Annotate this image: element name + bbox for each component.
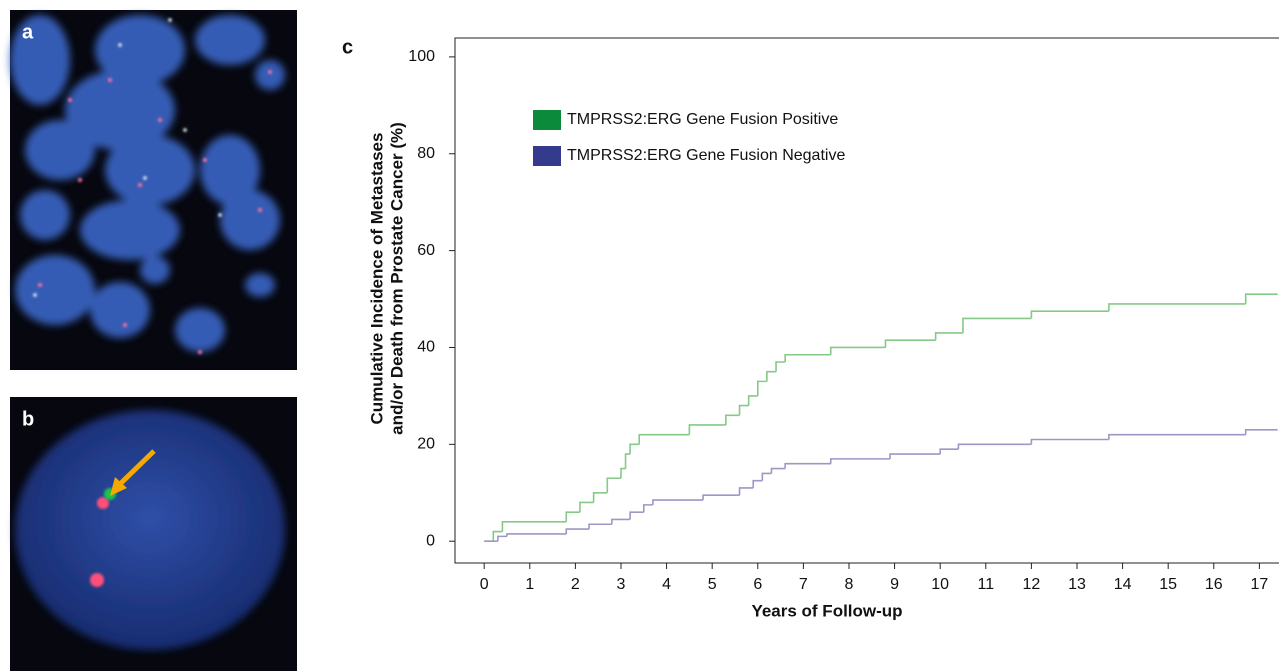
step-line <box>592 491 608 503</box>
step-line <box>756 380 767 396</box>
step-line <box>761 472 772 481</box>
step-line <box>620 467 626 479</box>
step-line <box>747 395 758 406</box>
step-line <box>725 414 740 425</box>
x-tick-label: 14 <box>1114 576 1132 593</box>
step-line <box>738 404 749 416</box>
step-line <box>770 467 786 474</box>
panel-label: c <box>342 36 353 58</box>
step-line <box>957 443 1032 450</box>
step-line <box>629 443 640 455</box>
x-tick-label: 17 <box>1250 576 1268 593</box>
step-line <box>829 346 886 355</box>
x-tick-label: 7 <box>799 576 808 593</box>
x-tick-label: 1 <box>525 576 534 593</box>
x-tick-label: 9 <box>890 576 899 593</box>
step-line <box>624 453 631 469</box>
x-axis-title: Years of Follow-up <box>751 601 902 620</box>
step-line <box>506 533 567 537</box>
axis-frame <box>454 37 1279 564</box>
x-tick-label: 8 <box>845 576 854 593</box>
panel-label: b <box>22 408 34 430</box>
step-line <box>962 317 1032 333</box>
step-line <box>588 523 612 530</box>
x-tick-label: 4 <box>662 576 671 593</box>
step-line <box>934 332 963 341</box>
step-line <box>884 339 936 348</box>
step-line <box>492 530 503 542</box>
step-line <box>629 511 644 520</box>
step-line <box>702 494 740 501</box>
y-tick-label: 100 <box>408 48 435 65</box>
step-line <box>766 370 777 382</box>
x-tick-label: 2 <box>571 576 580 593</box>
step-line <box>497 535 507 542</box>
y-tick-label: 40 <box>417 339 435 356</box>
step-line <box>1244 429 1278 435</box>
x-tick-label: 3 <box>617 576 626 593</box>
y-tick-label: 60 <box>417 242 435 259</box>
step-line <box>738 487 754 496</box>
x-tick-label: 15 <box>1159 576 1177 593</box>
legend-swatch <box>533 110 561 130</box>
y-tick-label: 0 <box>426 532 435 549</box>
x-tick-label: 5 <box>708 576 717 593</box>
step-line <box>642 504 653 513</box>
step-line <box>829 458 891 464</box>
panel-label: a <box>22 21 34 43</box>
y-tick-label: 20 <box>417 436 435 453</box>
x-tick-label: 6 <box>753 576 762 593</box>
step-line <box>1244 293 1278 304</box>
step-line <box>501 521 567 532</box>
step-line <box>565 528 590 534</box>
step-line <box>565 511 580 522</box>
panel-a-image <box>10 10 297 370</box>
step-line <box>752 479 763 488</box>
x-tick-label: 11 <box>977 576 994 593</box>
x-tick-label: 13 <box>1068 576 1086 593</box>
step-line <box>784 353 831 363</box>
x-tick-label: 16 <box>1205 576 1223 593</box>
step-line <box>1030 310 1109 319</box>
step-line <box>1108 433 1246 440</box>
legend-label: TMPRSS2:ERG Gene Fusion Positive <box>567 111 838 128</box>
y-tick-label: 80 <box>417 145 435 162</box>
step-line <box>775 361 786 372</box>
step-line <box>611 518 631 525</box>
step-line <box>889 453 941 459</box>
x-tick-label: 10 <box>931 576 949 593</box>
legend-label: TMPRSS2:ERG Gene Fusion Negative <box>567 147 845 164</box>
step-line <box>1108 303 1246 312</box>
x-tick-label: 12 <box>1022 576 1040 593</box>
step-line <box>579 501 594 513</box>
step-line <box>688 424 726 435</box>
step-line <box>638 433 690 445</box>
legend-swatch <box>533 146 561 166</box>
y-axis-title: Cumulative Incidence of Metastases <box>367 133 386 425</box>
panel-b-image <box>10 397 297 671</box>
x-tick-label: 0 <box>480 576 489 593</box>
step-line <box>1030 438 1109 445</box>
step-line <box>939 448 959 455</box>
step-line <box>652 499 704 505</box>
step-line <box>784 462 831 469</box>
step-line <box>606 477 621 493</box>
y-axis-title: and/or Death from Prostate Cancer (%) <box>387 122 406 435</box>
